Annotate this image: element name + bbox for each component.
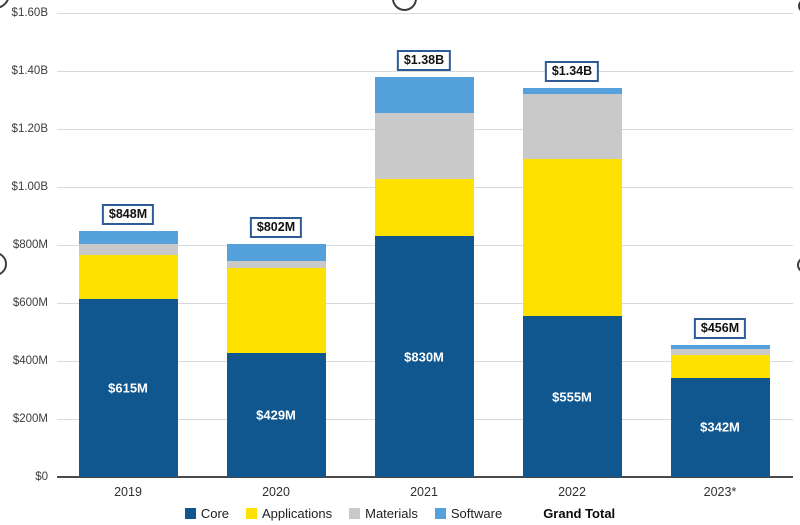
bar-segment-software-2019[interactable] xyxy=(78,231,178,244)
total-label-2021: $1.38B xyxy=(396,49,452,71)
legend-swatch-applications xyxy=(246,508,258,519)
bar-segment-software-2020[interactable] xyxy=(226,244,326,261)
bar-segment-applications-2023[interactable] xyxy=(670,355,770,378)
x-axis-label-2021: 2021 xyxy=(410,485,438,499)
bar-segment-core-2020[interactable]: $429M xyxy=(226,352,326,477)
bar-segment-core-2022[interactable]: $555M xyxy=(522,316,622,477)
cropped-circle-icon-left-middle xyxy=(0,252,7,276)
bar-2019: $615M xyxy=(78,231,178,477)
x-axis-label-2019: 2019 xyxy=(114,485,142,499)
cropped-circle-icon-top-center xyxy=(392,0,417,11)
legend-label-applications: Applications xyxy=(262,506,333,521)
x-axis-label-2023: 2023* xyxy=(703,485,737,499)
bar-2023: $342M xyxy=(670,344,770,477)
bar-segment-materials-2021[interactable] xyxy=(374,113,474,180)
y-axis-tick-label: $1.60B xyxy=(11,7,48,19)
bar-segment-software-2021[interactable] xyxy=(374,76,474,114)
y-axis-tick-label: $0 xyxy=(35,471,48,483)
bar-2021: $830M xyxy=(374,76,474,477)
chart-legend: Core Applications Materials Software Grand T… xyxy=(0,506,800,521)
bar-segment-materials-2022[interactable] xyxy=(522,93,622,160)
bar-segment-software-2022[interactable] xyxy=(522,88,622,94)
y-axis-tick-label: $200M xyxy=(12,413,48,425)
bar-value-label-2019: $615M xyxy=(108,380,148,396)
legend-grand-total-label: Grand Total xyxy=(543,506,616,521)
bar-segment-applications-2019[interactable] xyxy=(78,254,178,299)
y-axis-tick-label: $1.40B xyxy=(11,65,48,77)
bar-2020: $429M xyxy=(226,244,326,477)
legend-item-software[interactable]: Software xyxy=(434,506,503,521)
total-label-2023: $456M xyxy=(693,317,747,339)
x-axis-label-2022: 2022 xyxy=(558,485,586,499)
bar-segment-core-2023[interactable]: $342M xyxy=(670,377,770,477)
legend-item-applications[interactable]: Applications xyxy=(246,506,332,521)
legend-swatch-software xyxy=(434,508,446,519)
legend-label-core: Core xyxy=(200,506,230,521)
y-axis-tick-label: $800M xyxy=(12,239,48,251)
legend-swatch-core xyxy=(184,508,196,519)
bar-segment-software-2023[interactable] xyxy=(670,344,770,350)
total-label-2020: $802M xyxy=(249,217,303,239)
legend-swatch-materials xyxy=(349,508,361,519)
bar-segment-core-2019[interactable]: $615M xyxy=(78,298,178,477)
y-axis-tick-label: $600M xyxy=(12,297,48,309)
gridline xyxy=(57,13,793,14)
y-axis-tick-label: $1.00B xyxy=(11,181,48,193)
y-axis-tick-label: $400M xyxy=(12,355,48,367)
total-label-2022: $1.34B xyxy=(544,61,600,83)
legend-item-core[interactable]: Core xyxy=(184,506,230,521)
bar-segment-applications-2020[interactable] xyxy=(226,267,326,353)
legend-label-software: Software xyxy=(450,506,503,521)
total-label-2019: $848M xyxy=(101,204,155,226)
y-axis-tick-label: $1.20B xyxy=(11,123,48,135)
bar-segment-materials-2020[interactable] xyxy=(226,260,326,268)
legend-item-materials[interactable]: Materials xyxy=(349,506,418,521)
bar-value-label-2020: $429M xyxy=(256,407,296,423)
bar-value-label-2023: $342M xyxy=(700,419,740,435)
bar-segment-applications-2022[interactable] xyxy=(522,159,622,317)
bar-2022: $555M xyxy=(522,88,622,477)
bar-segment-applications-2021[interactable] xyxy=(374,179,474,237)
bar-segment-materials-2019[interactable] xyxy=(78,243,178,255)
gridline xyxy=(57,71,793,72)
x-axis-baseline xyxy=(57,476,793,478)
bar-segment-core-2021[interactable]: $830M xyxy=(374,236,474,477)
legend-label-materials: Materials xyxy=(365,506,418,521)
x-axis-label-2020: 2020 xyxy=(262,485,290,499)
bar-segment-materials-2023[interactable] xyxy=(670,349,770,356)
bar-value-label-2022: $555M xyxy=(552,389,592,405)
bar-value-label-2021: $830M xyxy=(404,349,444,365)
